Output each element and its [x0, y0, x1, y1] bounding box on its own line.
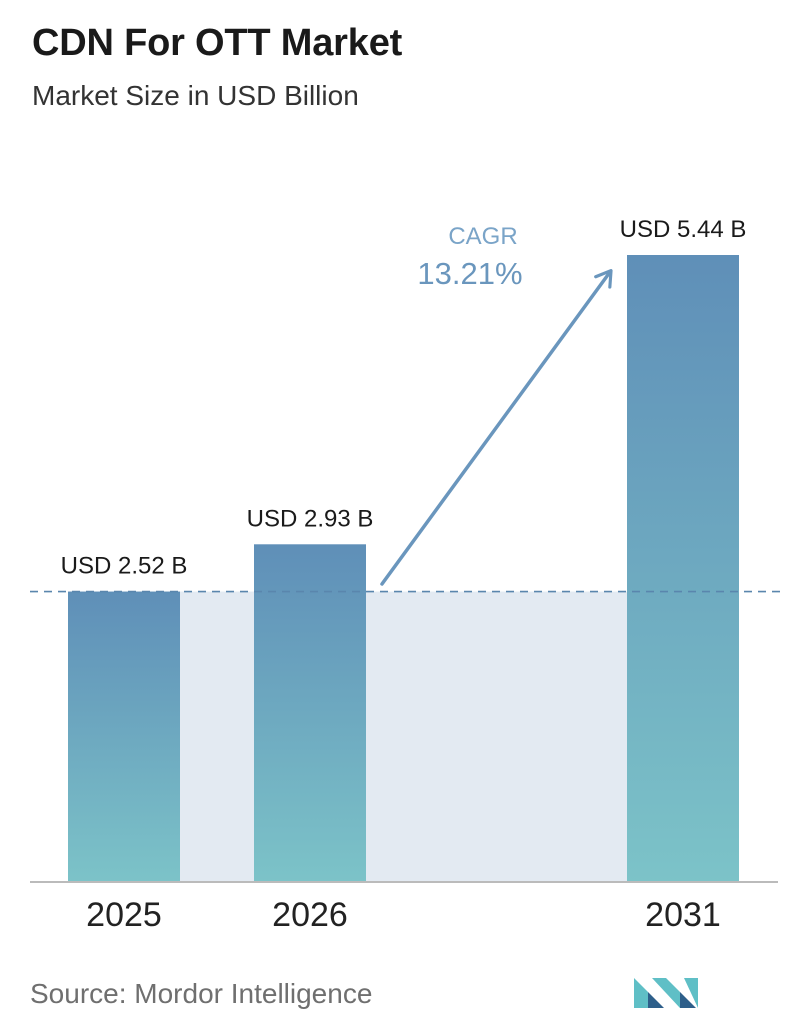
value-label-2026: USD 2.93 B [247, 505, 374, 532]
x-tick-label-2026: 2026 [272, 896, 348, 934]
chart-title: CDN For OTT Market [32, 22, 403, 64]
baseline-band [124, 591, 683, 882]
x-tick-label-2025: 2025 [86, 896, 162, 934]
chart-subtitle: Market Size in USD Billion [32, 80, 359, 111]
x-tick-label-2031: 2031 [645, 896, 721, 934]
cagr-value: 13.21% [417, 256, 522, 291]
source-text: Source: Mordor Intelligence [30, 978, 373, 1009]
mordor-intelligence-logo-icon [634, 978, 698, 1008]
cagr-arrow [380, 269, 613, 586]
bar-2025 [68, 591, 180, 882]
cagr-label: CAGR [448, 223, 517, 250]
bar-2026 [254, 544, 366, 882]
bar-2031 [627, 255, 739, 882]
value-label-2025: USD 2.52 B [61, 553, 188, 580]
value-label-2031: USD 5.44 B [620, 216, 747, 243]
